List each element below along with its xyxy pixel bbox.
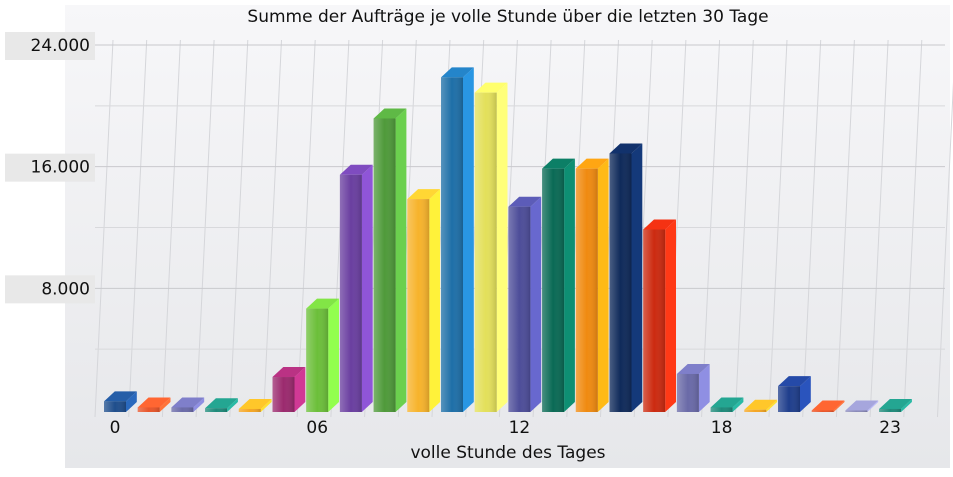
bar-gloss	[845, 410, 867, 412]
x-axis-title: volle Stunde des Tages	[410, 443, 605, 463]
bar-gloss	[778, 386, 800, 412]
bar-side	[564, 159, 575, 412]
bar-gloss	[711, 407, 733, 412]
bar-gloss	[104, 401, 126, 412]
bar-side	[665, 220, 676, 413]
chart-title: Summe der Aufträge je volle Stunde über …	[247, 7, 768, 27]
bar-gloss	[610, 153, 632, 412]
x-tick-label: 0	[110, 418, 121, 438]
x-tick-label: 06	[306, 418, 328, 438]
bar-side	[362, 165, 373, 412]
bar-gloss	[340, 175, 362, 412]
bar-gloss	[205, 408, 227, 412]
bar-side	[530, 197, 541, 412]
x-tick-label: 18	[711, 418, 733, 438]
bar-side	[463, 67, 474, 412]
bar-gloss	[475, 93, 497, 412]
bar-side	[429, 189, 440, 412]
bar-side	[632, 143, 643, 412]
bar-gloss	[576, 169, 598, 412]
y-tick-label: 16.000	[31, 158, 90, 178]
bar-gloss	[407, 199, 429, 412]
bar-gloss	[138, 407, 160, 412]
bar-gloss	[812, 410, 834, 412]
y-tick-label: 24.000	[31, 36, 90, 56]
bar-gloss	[542, 169, 564, 412]
bar-gloss	[306, 309, 328, 412]
x-tick-label: 23	[879, 418, 901, 438]
bar-gloss	[239, 409, 261, 412]
bar-gloss	[171, 407, 193, 412]
y-tick-label: 8.000	[41, 279, 90, 299]
bar-side	[328, 299, 339, 412]
bar-gloss	[677, 374, 699, 412]
bar-gloss	[508, 207, 530, 412]
bar-side	[396, 108, 407, 412]
bar-gloss	[643, 230, 665, 413]
bar-side	[497, 83, 508, 412]
x-tick-label: 12	[509, 418, 531, 438]
bar-gloss	[374, 118, 396, 412]
bar-side	[598, 159, 609, 412]
bar-gloss	[879, 409, 901, 412]
bar-gloss	[273, 377, 295, 412]
bar-gloss	[744, 410, 766, 412]
bar-gloss	[441, 77, 463, 412]
